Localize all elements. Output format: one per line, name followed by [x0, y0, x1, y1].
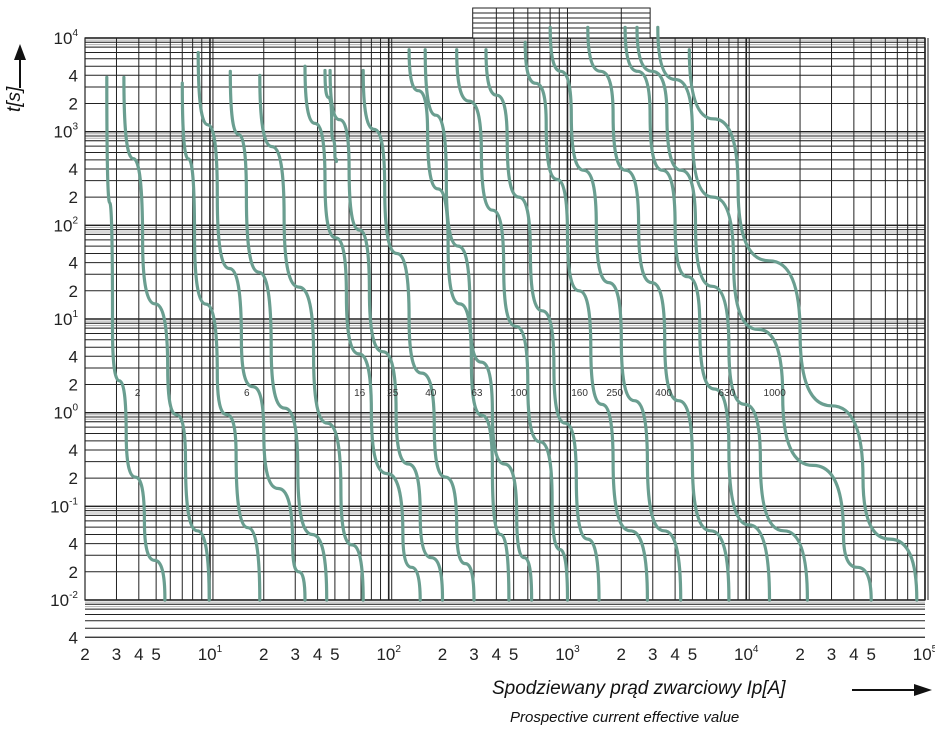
y-tick-label: 2 [69, 94, 78, 113]
y-tick-label: 100 [54, 403, 79, 423]
x-tick-label: 102 [376, 644, 401, 664]
fuse-curve-19 [635, 25, 809, 602]
fuse-curve-7 [303, 64, 422, 602]
x-tick-label: 101 [198, 644, 223, 664]
rating-label: 1000 [764, 388, 787, 399]
rating-label: 400 [655, 388, 672, 399]
y-tick-label: 4 [69, 254, 78, 273]
y-tick-label: 2 [69, 188, 78, 207]
fuse-curve-10 [361, 68, 476, 602]
fuse-curve-3 [180, 81, 262, 602]
x-tick-label: 5 [866, 645, 875, 664]
y-tick-label: 2 [69, 375, 78, 394]
rating-label: 40 [425, 388, 437, 399]
y-tick-label: 103 [54, 122, 79, 142]
x-tick-label: 3 [112, 645, 121, 664]
x-tick-label: 3 [469, 645, 478, 664]
x-tick-label: 3 [827, 645, 836, 664]
fuse-curve-21 [687, 48, 919, 602]
fuse-curve-6 [258, 73, 365, 602]
fuse-curve-1 [105, 75, 167, 602]
y-tick-label: 102 [54, 215, 79, 235]
x-tick-label: 2 [438, 645, 447, 664]
rating-labels: 2 6 16 25 40 63 100 160 250 400 630 1000 [135, 388, 786, 399]
grid-top-extension [472, 7, 651, 39]
y-tick-label: 4 [69, 66, 78, 85]
rating-label: 250 [606, 388, 623, 399]
y-tick-label: 101 [54, 309, 79, 329]
x-axis-subtitle: Prospective current effective value [510, 709, 740, 726]
y-tick-label: 10-2 [50, 590, 78, 610]
x-tick-label: 105 [913, 644, 935, 664]
rating-label: 2 [135, 388, 141, 399]
x-tick-label: 5 [330, 645, 339, 664]
fuse-curve-4 [196, 50, 307, 602]
fuse-curve-17 [586, 25, 731, 602]
y-tick-label: 2 [69, 563, 78, 582]
y-tick-label: 4 [69, 347, 78, 366]
fuse-curve-14 [484, 48, 601, 602]
y-tick-label: 4 [69, 628, 78, 647]
x-tick-labels: 2 3 4 5 101 2 3 4 5 102 2 3 4 5 103 2 3 4 5 104 2 3 4 5 105 [80, 644, 935, 664]
y-axis-arrow [14, 44, 26, 88]
rating-label: 25 [387, 388, 399, 399]
x-tick-label: 4 [492, 645, 501, 664]
y-tick-label: 4 [69, 441, 78, 460]
rating-label: 6 [244, 388, 250, 399]
x-axis-arrow [852, 684, 932, 696]
rating-label: 16 [354, 388, 366, 399]
x-tick-label: 103 [555, 644, 580, 664]
rating-label: 100 [510, 388, 527, 399]
y-tick-label: 2 [69, 469, 78, 488]
y-tick-labels: 104 4 2 103 4 2 102 4 2 101 4 2 100 4 2 10-1 4 2 10-2 4 [50, 28, 78, 647]
x-tick-label: 4 [670, 645, 679, 664]
x-tick-label: 2 [617, 645, 626, 664]
x-tick-label: 5 [688, 645, 697, 664]
fuse-curve-20 [656, 25, 873, 602]
fuse-curve-18 [623, 25, 772, 602]
fuse-curve-13 [455, 48, 570, 602]
fuse-curve-15 [523, 40, 650, 602]
y-tick-label: 4 [69, 160, 78, 179]
fuse-curve-5 [228, 69, 329, 602]
fuse-curve-11 [407, 48, 511, 602]
y-tick-label: 4 [69, 535, 78, 554]
fuse-curve-8 [323, 68, 339, 164]
x-tick-label: 3 [648, 645, 657, 664]
y-tick-label: 10-1 [50, 496, 78, 516]
x-tick-label: 4 [134, 645, 143, 664]
rating-label: 63 [471, 388, 483, 399]
rating-label: 160 [571, 388, 588, 399]
y-axis-title: t[s] [4, 86, 25, 112]
x-tick-label: 5 [509, 645, 518, 664]
y-tick-label: 2 [69, 282, 78, 301]
rating-label: 630 [719, 388, 736, 399]
fuse-curve-16 [548, 25, 683, 602]
fuse-curves [105, 25, 919, 602]
x-tick-label: 2 [80, 645, 89, 664]
x-tick-label: 2 [259, 645, 268, 664]
fuse-curve-2 [122, 75, 211, 602]
x-tick-label: 4 [313, 645, 322, 664]
x-axis-title: Spodziewany prąd zwarciowy Ip[A] [492, 678, 786, 699]
x-tick-label: 5 [151, 645, 160, 664]
fuse-curve-12 [423, 48, 534, 602]
x-tick-label: 2 [795, 645, 804, 664]
x-tick-label: 4 [849, 645, 858, 664]
x-tick-label: 3 [291, 645, 300, 664]
x-tick-label: 104 [734, 644, 759, 664]
fuse-curve-9 [328, 68, 445, 602]
y-tick-label: 104 [54, 28, 79, 48]
